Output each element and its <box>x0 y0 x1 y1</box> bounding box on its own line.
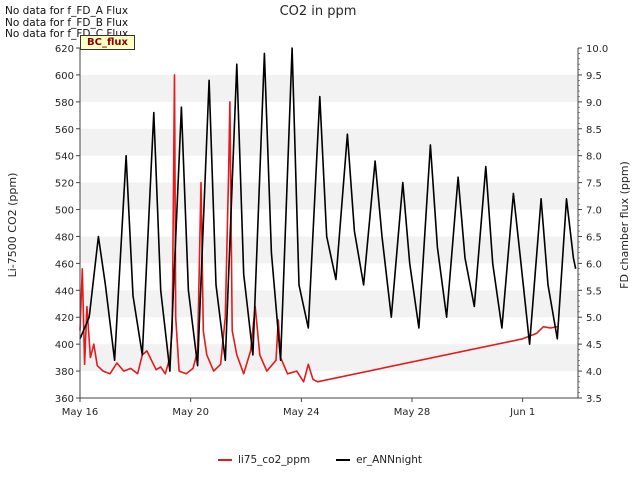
y-tick-label: 600 <box>55 71 74 82</box>
grid-band <box>80 74 578 102</box>
axes: 360 380 400 420 440 460 480 500 520 540 560 580 600 6… <box>55 44 608 418</box>
legend-item: li75_co2_ppm <box>217 454 311 466</box>
y-tick-label: 360 <box>55 394 74 405</box>
plot-area <box>79 47 577 383</box>
x-tick-label: May 28 <box>394 407 431 418</box>
note-line: No data for f_FD_C Flux <box>5 28 129 40</box>
legend-swatch-black <box>336 459 351 461</box>
y2-tick-label: 9.0 <box>586 98 602 109</box>
grid-band <box>80 182 578 210</box>
bc-flux-badge: BC_flux <box>80 35 135 50</box>
y2-tick-label: 5.5 <box>586 286 602 297</box>
grid-band <box>80 128 578 156</box>
y2-tick-label: 8.0 <box>586 152 602 163</box>
grid-band <box>80 344 578 372</box>
plot-background <box>80 48 578 398</box>
series-line-er_ANNnight <box>79 47 577 372</box>
note-line: No data for f_FD_A Flux <box>5 5 129 17</box>
y2-tick-label: 6.0 <box>586 259 602 270</box>
y2-axis-label: FD chamber flux (ppm) <box>618 161 631 289</box>
no-data-notes: No data for f_FD_A Flux No data for f_FD… <box>5 5 129 41</box>
y2-tick-label: 9.5 <box>586 71 602 82</box>
y2-tick-label: 3.5 <box>586 394 602 405</box>
y-tick-label: 440 <box>55 286 74 297</box>
y2-tick-label: 5.0 <box>586 313 602 324</box>
legend-label: li75_co2_ppm <box>237 454 311 466</box>
y-tick-label: 480 <box>55 232 74 243</box>
legend-label: er_ANNnight <box>356 454 423 466</box>
note-line: No data for f_FD_B Flux <box>5 16 129 29</box>
y2-tick-label: 7.0 <box>586 206 602 217</box>
legend: li75_co2_ppm er_ANNnight <box>0 454 640 466</box>
y-tick-label: 620 <box>55 44 74 55</box>
y2-tick-label: 10.0 <box>586 44 608 55</box>
grid-bands <box>80 48 578 398</box>
y-tick-label: 420 <box>55 313 74 324</box>
y-axis-label: Li-7500 CO2 (ppm) <box>6 173 19 278</box>
y-tick-label: 540 <box>55 152 74 163</box>
y-tick-label: 560 <box>55 125 74 136</box>
x-tick-label: May 16 <box>62 407 99 418</box>
legend-item: er_ANNnight <box>336 454 422 466</box>
y2-tick-label: 4.5 <box>586 340 602 351</box>
y-tick-label: 460 <box>55 259 74 270</box>
y2-tick-label: 6.5 <box>586 232 602 243</box>
y-tick-label: 520 <box>55 179 74 190</box>
y2-tick-label: 7.5 <box>586 179 602 190</box>
y2-tick-label: 4.0 <box>586 367 602 378</box>
chart-title: CO2 in ppm <box>280 4 357 19</box>
x-tick-label: May 24 <box>283 407 320 418</box>
y2-tick-label: 8.5 <box>586 125 602 136</box>
y-tick-label: 380 <box>55 367 74 378</box>
x-tick-label: May 20 <box>172 407 209 418</box>
y-tick-label: 400 <box>55 340 74 351</box>
y-tick-label: 580 <box>55 98 74 109</box>
y-tick-label: 500 <box>55 206 74 217</box>
legend-swatch-red <box>217 459 232 461</box>
x-tick-label: Jun 1 <box>509 407 535 418</box>
